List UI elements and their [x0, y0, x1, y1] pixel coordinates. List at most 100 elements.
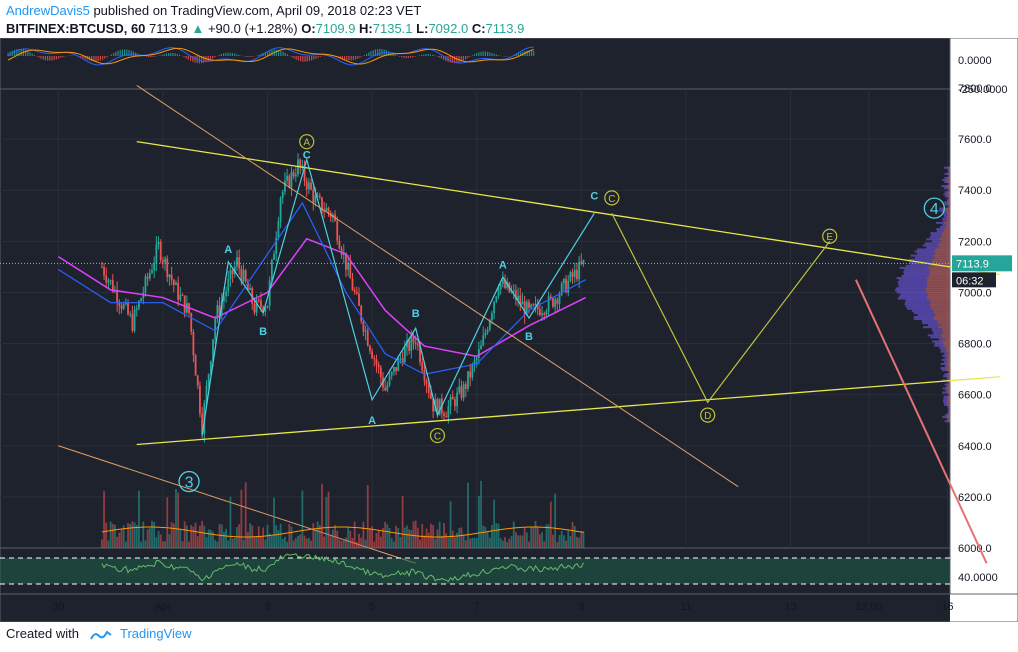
- volume-bar: [362, 521, 365, 548]
- volume-profile-bar: [901, 275, 929, 278]
- volume-bar: [127, 522, 129, 548]
- wave-label-circle: [923, 197, 945, 219]
- volume-bar: [286, 541, 289, 548]
- macd-signal-line: [7, 47, 534, 65]
- candle-body: [109, 280, 112, 282]
- volume-bar: [142, 521, 145, 548]
- volume-profile-bar: [949, 205, 950, 208]
- volume-profile-bar: [943, 360, 948, 363]
- candle-body: [401, 358, 404, 363]
- volume-bar: [175, 488, 177, 548]
- volume-bar: [155, 537, 158, 548]
- candle-body: [449, 396, 452, 407]
- volume-bar: [410, 530, 413, 548]
- candle-body: [266, 305, 269, 308]
- volume-bar: [238, 524, 241, 548]
- candle-body: [501, 279, 504, 284]
- candle-body: [192, 331, 195, 356]
- volume-profile-bar: [940, 367, 946, 370]
- volume-bar: [552, 534, 554, 548]
- time-tick-label: 16: [941, 601, 953, 613]
- volume-bar: [388, 527, 391, 548]
- volume-profile-bar: [930, 336, 942, 339]
- volume-bar: [375, 532, 378, 548]
- volume-profile-bar: [903, 270, 930, 273]
- last-price: 7113.9: [149, 21, 188, 36]
- volume-profile-bar: [922, 322, 938, 325]
- candle-body: [386, 385, 389, 391]
- volume-bar: [292, 540, 295, 548]
- volume-bar: [242, 539, 245, 548]
- candle-body: [423, 370, 426, 381]
- author-link[interactable]: AndrewDavis5: [6, 3, 90, 18]
- volume-profile-bar: [947, 203, 950, 206]
- price-tick-label: 7200.0: [958, 236, 992, 248]
- triangle-lower-trendline: [136, 376, 1000, 446]
- volume-profile-bar: [929, 268, 950, 271]
- volume-profile-bar: [934, 256, 950, 259]
- volume-profile-bar: [947, 401, 950, 404]
- candle-body: [273, 253, 275, 260]
- volume-bar: [569, 536, 572, 548]
- volume-profile-bar: [945, 338, 950, 341]
- volume-bar: [340, 540, 343, 548]
- volume-bar: [233, 537, 236, 548]
- candle-body: [538, 309, 541, 316]
- volume-bar: [571, 522, 574, 548]
- volume-profile-bar: [942, 240, 950, 243]
- volume-profile-bar: [948, 410, 950, 412]
- volume-bar: [194, 522, 197, 548]
- volume-bar: [288, 523, 291, 548]
- volume-bar: [168, 533, 171, 548]
- candle-body: [379, 367, 382, 378]
- volume-bar: [355, 541, 358, 548]
- volume-profile-bar: [905, 299, 931, 302]
- volume-bar: [279, 523, 282, 548]
- volume-bar: [382, 527, 384, 548]
- volume-bar: [246, 531, 249, 548]
- wave-label: C: [608, 194, 615, 205]
- volume-profile-bar: [944, 176, 948, 179]
- candle-body: [395, 367, 397, 372]
- volume-profile-bar: [911, 309, 934, 312]
- triangle-upper-trendline: [136, 141, 1000, 276]
- macd-tick-label: -250.0000: [958, 84, 1008, 96]
- volume-profile-bar: [947, 403, 950, 406]
- volume-profile-bar: [941, 336, 950, 339]
- volume-profile-bar: [946, 185, 950, 188]
- candle-body: [556, 299, 559, 304]
- volume-profile-bar: [910, 254, 933, 257]
- candle-body: [181, 294, 184, 296]
- macd-tick-label: 0.0000: [958, 55, 992, 67]
- volume-profile-bar: [904, 303, 930, 306]
- candle-body: [323, 210, 326, 212]
- price-tick-label: 6000.0: [958, 543, 992, 555]
- candle-body: [360, 305, 363, 321]
- volume-bar: [214, 540, 217, 548]
- rsi-band: [0, 558, 950, 584]
- volume-bar: [144, 540, 147, 548]
- candle-body: [488, 320, 491, 331]
- volume-profile-bar: [948, 199, 950, 202]
- footer: Created with TradingView: [6, 626, 192, 641]
- volume-bar: [277, 530, 280, 548]
- candle-body: [469, 371, 472, 378]
- volume-bar: [353, 521, 356, 548]
- tradingview-link[interactable]: TradingView: [120, 626, 192, 641]
- wave-label: C: [590, 190, 598, 202]
- volume-bar: [290, 526, 293, 548]
- candle-body: [336, 220, 339, 241]
- volume-profile-bar: [948, 405, 950, 408]
- volume-profile-bar: [944, 420, 948, 423]
- candle-body: [477, 349, 480, 358]
- volume-bar: [116, 536, 119, 548]
- volume-profile-bar: [944, 195, 948, 198]
- volume-profile-bar: [946, 199, 949, 202]
- volume-bar: [299, 534, 302, 548]
- wave-label-circle: [429, 427, 446, 444]
- volume-bar: [192, 526, 195, 548]
- candle-body: [532, 304, 535, 306]
- candle-body: [578, 261, 581, 280]
- wave-label: A: [303, 138, 310, 149]
